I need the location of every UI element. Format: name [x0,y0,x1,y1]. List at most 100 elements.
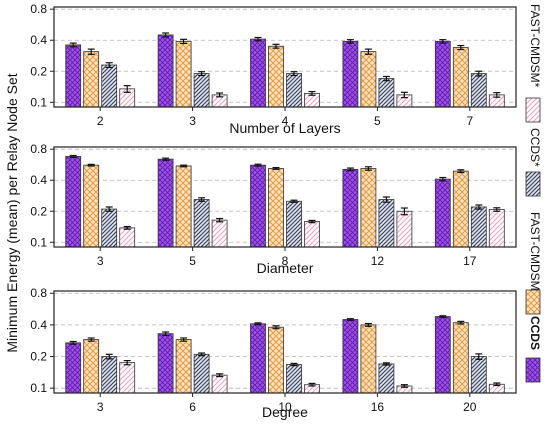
error-bar [216,92,224,98]
error-bar [69,42,77,48]
error-bar [105,206,113,212]
error-bar [87,337,95,342]
x-tick-label: 5 [374,114,381,128]
bar-fast-cmdsm-7 [452,47,469,108]
bar-fast-cmdsm-16 [360,324,377,394]
error-bar [105,353,113,360]
chart-panel-1: 0.1 0.2 0.4 0.8 2 3 4 5 7 Number of Layers [30,2,517,136]
bar-fast-cmdsm-5 [360,51,377,108]
error-bar [475,353,483,360]
bar-ccds-star-2 [101,64,118,108]
bar-ccds-star-8 [286,200,302,248]
bar-fast-cmdsm-2 [83,51,100,108]
error-bar [308,219,316,224]
bar-fast-cmdsm-10 [268,326,284,394]
legend-label: CCDS [528,316,542,350]
error-bar [290,199,298,203]
y-tick-label: 0.1 [30,95,47,109]
y-tick-label: 0.8 [30,286,47,300]
error-bar [439,315,447,318]
error-bar [216,373,224,378]
legend-swatch [525,171,541,197]
x-tick-label: 12 [371,254,385,268]
bar-ccds-3 [65,156,82,248]
y-tick-label: 0.2 [30,204,47,218]
bar-fast-cmdsm-8 [268,168,284,248]
error-bar [382,196,390,203]
plot-frame [53,146,517,248]
bar-ccds-star-5 [378,78,395,108]
error-bar [69,340,77,345]
error-bar [346,167,354,172]
error-bar [308,382,316,387]
bar-fast-cmdsm-3 [83,339,100,394]
bar-fast-cmdsm-star-17 [488,209,505,248]
legend-swatch [525,357,541,383]
bar-ccds-star-3 [101,208,118,248]
x-tick-label: 3 [97,254,104,268]
x-tick-label: 3 [97,400,104,414]
legend-label: FAST-CMDSM* [528,4,542,88]
error-bar [400,384,408,388]
legend-item-ccds: CCDS [525,316,542,383]
bar-ccds-star-3 [193,73,210,108]
chart-panel-2: 0.1 0.2 0.4 0.8 3 5 8 12 17 Diameter [30,142,517,276]
bar-ccds-star-6 [193,353,210,394]
error-bar [346,39,354,44]
y-tick-label: 0.1 [30,235,47,249]
error-bar [457,320,465,325]
bar-ccds-star-20 [470,356,487,394]
x-tick-label: 2 [97,114,104,128]
y-tick-label: 0.8 [30,142,47,156]
error-bar [87,163,95,167]
error-bar [364,166,372,171]
error-bar [123,225,131,230]
x-tick-label: 8 [282,254,289,268]
bar-ccds-16 [342,319,359,394]
bar-ccds-star-7 [470,73,487,108]
x-tick-label: 4 [282,114,289,128]
error-bar [272,325,280,330]
legend-swatch [525,97,541,123]
bar-ccds-7 [434,40,451,108]
error-bar [105,62,113,68]
bar-ccds-4 [250,38,266,108]
error-bar [493,382,501,387]
error-bar [180,38,188,45]
error-bar [400,91,408,99]
bar-ccds-star-3 [101,356,118,394]
error-bar [272,167,280,170]
y-tick-label: 0.1 [30,381,47,395]
error-bar [254,322,262,326]
legend-swatch [525,289,541,315]
bar-ccds-5 [342,40,359,108]
error-bar [382,362,390,366]
x-tick-label: 7 [466,114,473,128]
bar-fast-cmdsm-3 [83,164,100,248]
bar-fast-cmdsm-4 [268,45,284,108]
bar-ccds-star-12 [378,199,395,248]
x-tick-label: 10 [278,400,292,414]
error-bar [272,43,280,49]
bar-ccds-3 [157,34,174,108]
y-tick-label: 0.4 [30,318,47,332]
bar-ccds-6 [157,333,174,394]
y-tick-label: 0.2 [30,350,47,364]
error-bar [87,48,95,55]
error-bar [198,71,206,77]
bar-ccds-3 [65,342,82,394]
error-bar [382,75,390,82]
x-tick-label: 16 [371,400,385,414]
bar-ccds-star-4 [286,73,302,108]
bar-fast-cmdsm-star-3 [119,362,136,394]
x-axis-title: Number of Layers [229,120,340,136]
error-bar [308,90,316,96]
bar-ccds-5 [157,158,174,248]
y-tick-label: 0.4 [30,173,47,187]
chart-panel-3: 0.1 0.2 0.4 0.8 3 6 10 16 20 Degree [30,286,517,420]
error-bar [198,352,206,357]
error-bar [364,322,372,327]
error-bar [346,318,354,321]
error-bar [290,362,298,367]
error-bar [254,163,262,167]
